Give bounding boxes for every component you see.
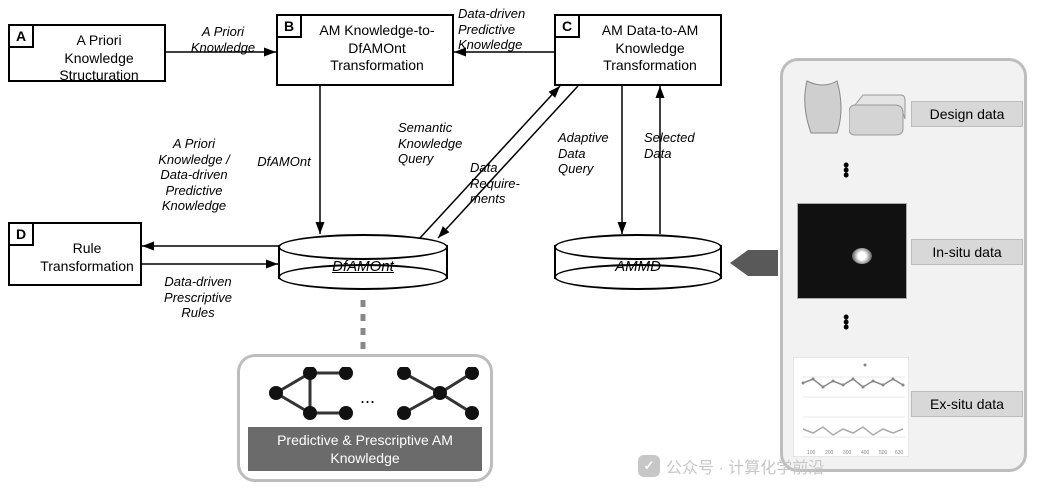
dots-1: ••• xyxy=(843,163,849,178)
node-a: A A Priori Knowledge Structuration xyxy=(8,24,166,82)
node-c-label: AM Data-to-AM Knowledge Transformation xyxy=(556,16,720,81)
svg-text:200: 200 xyxy=(825,450,834,456)
edge-label-c-to-b: Data-driven Predictive Knowledge xyxy=(458,6,554,53)
edge-label-prescriptive: Data-driven Prescriptive Rules xyxy=(148,274,248,321)
cylinder-ammd-label: AMMD xyxy=(554,258,722,275)
edge-label-data-req: Data Require-ments xyxy=(470,160,540,207)
node-d-letter: D xyxy=(10,224,34,246)
edge-label-dfamont: DfAMOnt xyxy=(244,154,324,170)
node-b: B AM Knowledge-to-DfAMOnt Transformation xyxy=(276,14,454,86)
knowledge-graph-2 xyxy=(386,367,486,427)
watermark-text: 公众号 · 计算化学前沿 xyxy=(666,454,824,478)
data-label-insitu: In-situ data xyxy=(911,239,1023,265)
edge-label-a-to-b: A Priori Knowledge xyxy=(178,24,268,55)
node-c: C AM Data-to-AM Knowledge Transformation xyxy=(554,14,722,86)
cylinder-dfamont-label: DfAMOnt xyxy=(278,258,448,275)
knowledge-panel-label: Predictive & Prescriptive AM Knowledge xyxy=(248,427,482,471)
svg-text:500: 500 xyxy=(879,450,888,456)
design-thumb-2 xyxy=(849,91,907,137)
data-label-exsitu: Ex-situ data xyxy=(911,391,1023,417)
node-c-letter: C xyxy=(556,16,580,38)
knowledge-graph-dots: ... xyxy=(360,387,375,408)
exsitu-thumb: 100200300 400500630 xyxy=(793,357,909,457)
data-panel: Design data ••• In-situ data ••• 1 xyxy=(780,58,1027,472)
edge-label-apriori-dd: A Priori Knowledge / Data-driven Predict… xyxy=(142,136,246,214)
edge-label-adaptive: Adaptive Data Query xyxy=(558,130,622,177)
watermark: ✓ 公众号 · 计算化学前沿 xyxy=(638,454,824,478)
knowledge-panel: ... Predictive & Prescriptive AM Knowled… xyxy=(237,354,493,482)
wechat-icon: ✓ xyxy=(638,455,660,477)
design-thumb-1 xyxy=(797,75,849,139)
data-label-design: Design data xyxy=(911,101,1023,127)
insitu-thumb xyxy=(797,203,907,299)
cylinder-ammd: AMMD xyxy=(554,234,722,290)
svg-text:630: 630 xyxy=(895,450,904,456)
dots-2: ••• xyxy=(843,315,849,330)
node-d: D Rule Transformation xyxy=(8,222,142,286)
node-b-label: AM Knowledge-to-DfAMOnt Transformation xyxy=(278,16,452,81)
svg-text:400: 400 xyxy=(861,450,870,456)
edge-label-semantic: Semantic Knowledge Query xyxy=(398,120,478,167)
edge-label-selected: Selected Data xyxy=(644,130,708,161)
diagram-canvas: A A Priori Knowledge Structuration B AM … xyxy=(0,0,1040,502)
node-b-letter: B xyxy=(278,16,302,38)
node-a-letter: A xyxy=(10,26,34,48)
knowledge-graph-1 xyxy=(246,367,356,427)
cylinder-dfamont: DfAMOnt xyxy=(278,234,448,290)
svg-text:300: 300 xyxy=(843,450,852,456)
